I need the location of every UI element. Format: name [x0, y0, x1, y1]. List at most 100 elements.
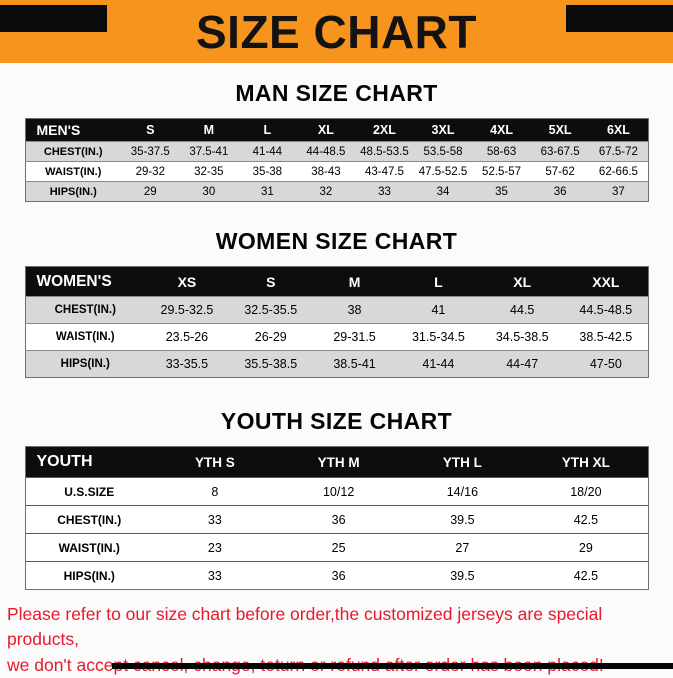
measurement-value: 30 [179, 181, 239, 202]
size-column-header: 5XL [530, 118, 590, 142]
measurement-value: 31.5-34.5 [396, 323, 481, 351]
measurement-value: 47-50 [564, 350, 648, 378]
measurement-row: CHEST(IN.) 29.5-32.5 32.5-35.5 38 41 44.5 44.5… [25, 296, 648, 324]
size-column-header: XXL [564, 266, 648, 297]
size-column-header: M [312, 266, 397, 297]
measurement-label: HIPS(IN.) [25, 181, 121, 202]
size-column-header: M [179, 118, 239, 142]
table-corner-label: YOUTH [25, 446, 153, 478]
measurement-value: 44.5-48.5 [564, 296, 648, 324]
page-title: SIZE CHART [196, 5, 477, 58]
measurement-label: HIPS(IN.) [25, 350, 145, 378]
measurement-value: 29 [524, 533, 648, 562]
table-header-row: MEN'S S M L XL 2XL 3XL 4XL 5XL 6XL [25, 118, 648, 142]
measurement-value: 35 [472, 181, 531, 202]
measurement-value: 25 [276, 533, 401, 562]
measurement-row: WAIST(IN.) 29-32 32-35 35-38 38-43 43-47.5 47.… [25, 161, 648, 182]
banner: SIZE CHART [0, 0, 673, 63]
size-column-header: 2XL [355, 118, 414, 142]
measurement-value: 27 [400, 533, 525, 562]
table-header-row: WOMEN'S XS S M L XL XXL [25, 266, 648, 297]
measurement-value: 52.5-57 [472, 161, 531, 182]
measurement-value: 18/20 [524, 477, 648, 506]
measurement-value: 39.5 [400, 505, 525, 534]
measurement-value: 33-35.5 [145, 350, 229, 378]
measurement-value: 35-38 [238, 161, 297, 182]
measurement-value: 42.5 [524, 505, 648, 534]
measurement-label: HIPS(IN.) [25, 561, 153, 590]
measurement-value: 38.5-41 [312, 350, 397, 378]
measurement-value: 35.5-38.5 [228, 350, 313, 378]
measurement-row: HIPS(IN.) 33 36 39.5 42.5 [25, 561, 648, 590]
size-column-header: L [396, 266, 481, 297]
measurement-value: 23 [153, 533, 277, 562]
size-column-header: 6XL [589, 118, 648, 142]
measurement-value: 37.5-41 [179, 141, 239, 162]
measurement-value: 33 [153, 561, 277, 590]
measurement-value: 36 [276, 505, 401, 534]
footer-note-line-1: Please refer to our size chart before or… [7, 604, 603, 650]
measurement-value: 39.5 [400, 561, 525, 590]
women-size-chart-heading: WOMEN SIZE CHART [215, 228, 458, 254]
banner-corner-right-decoration [566, 5, 673, 32]
size-column-header: YTH M [276, 446, 401, 478]
measurement-label: CHEST(IN.) [25, 296, 145, 324]
measurement-label: CHEST(IN.) [25, 505, 153, 534]
measurement-value: 34 [413, 181, 473, 202]
measurement-value: 10/12 [276, 477, 401, 506]
measurement-value: 36 [276, 561, 401, 590]
banner-corner-left-decoration [0, 5, 107, 32]
bottom-black-bar-decoration [112, 663, 673, 669]
measurement-row: WAIST(IN.) 23.5-26 26-29 29-31.5 31.5-34.5 34… [25, 323, 648, 351]
measurement-value: 35-37.5 [121, 141, 180, 162]
size-column-header: XL [480, 266, 565, 297]
youth-size-table: YOUTH YTH S YTH M YTH L YTH XL U.S.SIZE 8 10/12… [24, 446, 649, 590]
measurement-value: 29.5-32.5 [145, 296, 229, 324]
measurement-value: 8 [153, 477, 277, 506]
measurement-value: 58-63 [472, 141, 531, 162]
youth-size-chart-heading: YOUTH SIZE CHART [220, 408, 453, 434]
measurement-value: 23.5-26 [145, 323, 229, 351]
measurement-value: 44.5 [480, 296, 565, 324]
measurement-row: WAIST(IN.) 23 25 27 29 [25, 533, 648, 562]
women-size-table: WOMEN'S XS S M L XL XXL CHEST(IN.) 29.5-32.5 32.5… [24, 266, 649, 378]
measurement-row: U.S.SIZE 8 10/12 14/16 18/20 [25, 477, 648, 506]
measurement-value: 44-48.5 [296, 141, 356, 162]
size-column-header: L [238, 118, 297, 142]
measurement-value: 53.5-58 [413, 141, 473, 162]
measurement-label: CHEST(IN.) [25, 141, 121, 162]
section-man-size-chart: MAN SIZE CHART MEN'S S M L XL 2XL 3XL 4XL 5XL 6XL… [0, 80, 673, 202]
measurement-row: CHEST(IN.) 33 36 39.5 42.5 [25, 505, 648, 534]
measurement-label: WAIST(IN.) [25, 161, 121, 182]
measurement-value: 29 [121, 181, 180, 202]
man-size-chart-heading: MAN SIZE CHART [235, 80, 438, 106]
measurement-value: 57-62 [530, 161, 590, 182]
measurement-value: 41 [396, 296, 481, 324]
measurement-value: 62-66.5 [589, 161, 648, 182]
measurement-value: 41-44 [396, 350, 481, 378]
measurement-value: 26-29 [228, 323, 313, 351]
table-corner-label: MEN'S [25, 118, 121, 142]
size-column-header: 4XL [472, 118, 531, 142]
measurement-value: 31 [238, 181, 297, 202]
measurement-value: 32 [296, 181, 356, 202]
measurement-value: 29-32 [121, 161, 180, 182]
measurement-value: 67.5-72 [589, 141, 648, 162]
measurement-value: 48.5-53.5 [355, 141, 414, 162]
size-column-header: S [121, 118, 180, 142]
measurement-value: 32.5-35.5 [228, 296, 313, 324]
measurement-value: 38-43 [296, 161, 356, 182]
measurement-value: 41-44 [238, 141, 297, 162]
measurement-value: 32-35 [179, 161, 239, 182]
measurement-value: 42.5 [524, 561, 648, 590]
measurement-row: HIPS(IN.) 33-35.5 35.5-38.5 38.5-41 41-44 44-… [25, 350, 648, 378]
table-corner-label: WOMEN'S [25, 266, 145, 297]
size-column-header: 3XL [413, 118, 473, 142]
man-size-table: MEN'S S M L XL 2XL 3XL 4XL 5XL 6XL CHEST(IN.) 35-37… [24, 118, 649, 202]
measurement-value: 33 [153, 505, 277, 534]
measurement-value: 37 [589, 181, 648, 202]
measurement-value: 63-67.5 [530, 141, 590, 162]
measurement-value: 34.5-38.5 [480, 323, 565, 351]
measurement-label: WAIST(IN.) [25, 533, 153, 562]
section-women-size-chart: WOMEN SIZE CHART WOMEN'S XS S M L XL XXL CHEST(… [0, 228, 673, 378]
